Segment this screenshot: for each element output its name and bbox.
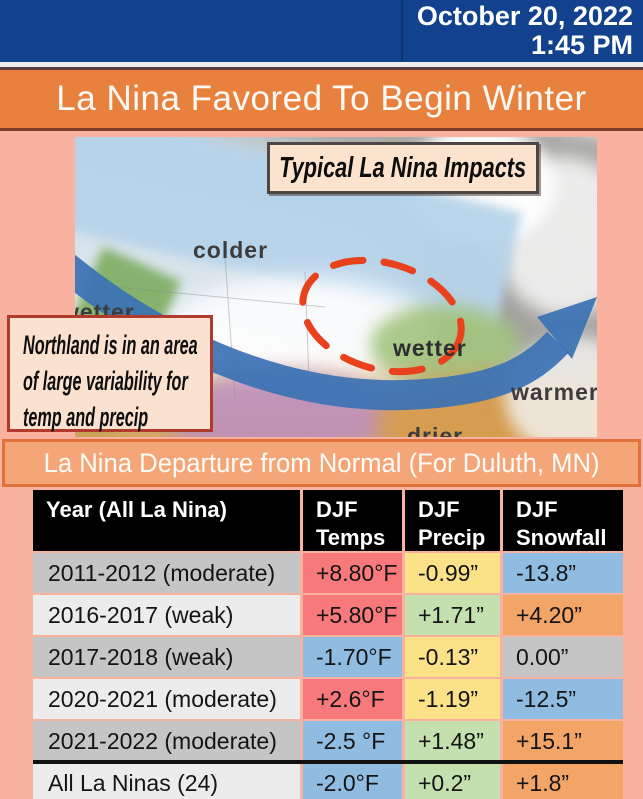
time-text: 1:45 PM (530, 30, 633, 60)
map-label-warmer: warmer (511, 379, 597, 405)
departure-table: Year (All La Nina) DJF Temps DJF Precip … (33, 490, 623, 799)
map-overlay-graphics (75, 254, 597, 411)
impacts-title-label: Typical La Nina Impacts (279, 151, 527, 184)
col-header-precip-line2: Precip (418, 525, 486, 550)
summary-divider-line (33, 760, 623, 764)
table-row-year: 2017-2018 (weak) (33, 637, 300, 677)
col-header-precip: DJF Precip (405, 490, 500, 551)
callout-line-1: Northland is in an area (23, 330, 198, 360)
callout-line-3: temp and precip (23, 402, 149, 432)
col-header-precip-line1: DJF (418, 497, 460, 522)
divider-maroon (0, 67, 643, 70)
table-cell-precip: +1.48” (405, 721, 500, 761)
col-header-snowfall: DJF Snowfall (503, 490, 623, 551)
table-cell-temps: -1.70°F (303, 637, 402, 677)
col-header-temps: DJF Temps (303, 490, 402, 551)
table-cell-temps: +2.6°F (303, 679, 402, 719)
col-header-snowfall-line2: Snowfall (516, 525, 607, 550)
title-banner-label: La Nina Favored To Begin Winter (56, 79, 587, 118)
table-banner-label: La Nina Departure from Normal (For Dulut… (43, 447, 600, 478)
datetime-box: October 20, 2022 1:45 PM (400, 1, 633, 61)
table-row-year: 2020-2021 (moderate) (33, 679, 300, 719)
jet-stream-arrowhead-icon (537, 297, 597, 359)
callout-line-2: of large variability for (23, 366, 188, 396)
divider-white (0, 62, 643, 67)
table-cell-snowfall: -13.8” (503, 553, 623, 593)
table-cell-precip: -0.99” (405, 553, 500, 593)
col-header-year: Year (All La Nina) (33, 490, 300, 551)
table-cell-temps: +8.80°F (303, 553, 402, 593)
table-cell-snowfall: +4.20” (503, 595, 623, 635)
northland-callout-box: Northland is in an area of large variabi… (7, 315, 213, 432)
table-row-year-summary: All La Ninas (24) (33, 763, 300, 799)
table-banner: La Nina Departure from Normal (For Dulut… (2, 439, 641, 487)
table-cell-temps: -2.0°F (303, 763, 402, 799)
table-row-year: 2011-2012 (moderate) (33, 553, 300, 593)
col-header-snowfall-line1: DJF (516, 497, 558, 522)
table-cell-precip: -1.19” (405, 679, 500, 719)
table-cell-snowfall: +1.8” (503, 763, 623, 799)
map-label-drier: drier (407, 423, 464, 437)
date-text: October 20, 2022 (416, 1, 633, 31)
impacts-title-box: Typical La Nina Impacts (267, 142, 539, 194)
table-cell-snowfall: +15.1” (503, 721, 623, 761)
col-header-temps-line2: Temps (316, 525, 386, 550)
top-header-bar: October 20, 2022 1:45 PM (0, 0, 643, 62)
table-cell-precip: -0.13” (405, 637, 500, 677)
state-border-lines (114, 256, 326, 408)
title-banner: La Nina Favored To Begin Winter (0, 70, 643, 131)
table-row-year: 2016-2017 (weak) (33, 595, 300, 635)
col-header-year-line1: Year (All La Nina) (46, 497, 227, 522)
jet-stream-arrow (75, 254, 569, 411)
col-header-temps-line1: DJF (316, 497, 358, 522)
table-cell-temps: -2.5 °F (303, 721, 402, 761)
variability-dashed-ellipse (299, 256, 465, 376)
map-label-wetter: wetter (393, 335, 467, 361)
map-label-colder: colder (193, 237, 269, 263)
table-row-year: 2021-2022 (moderate) (33, 721, 300, 761)
table-cell-precip: +0.2” (405, 763, 500, 799)
table-cell-snowfall: -12.5” (503, 679, 623, 719)
table-cell-temps: +5.80°F (303, 595, 402, 635)
table-cell-precip: +1.71” (405, 595, 500, 635)
table-cell-snowfall: 0.00” (503, 637, 623, 677)
